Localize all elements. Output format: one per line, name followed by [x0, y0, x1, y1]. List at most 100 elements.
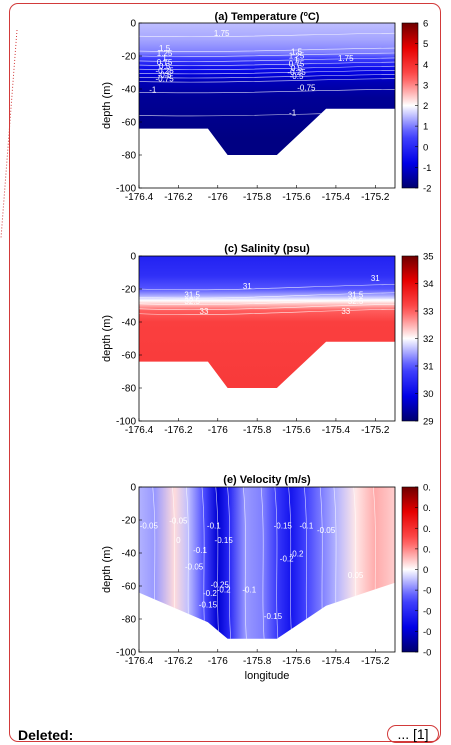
contour-label: 0.75 [289, 60, 305, 69]
contour-line [139, 304, 395, 310]
contour-label: -0.2 [217, 586, 231, 595]
contour-line [139, 89, 395, 94]
colorbar-tick-label: 3 [423, 80, 428, 91]
contour-label: -0.25 [155, 66, 174, 75]
colorbar-tick-label: 32 [423, 334, 434, 345]
contour-label: -0.2 [280, 554, 294, 563]
contour-label: -0.1 [193, 546, 207, 555]
x-tick-label: -176.4 [125, 425, 154, 436]
contour-label: 0.75 [157, 58, 173, 67]
contour-label: 32.5 [184, 297, 200, 306]
contour-line [139, 284, 395, 291]
colorbar-tick-label: -2 [423, 184, 431, 195]
x-tick-label: -175.8 [243, 656, 272, 667]
chart-panel-0: 1.751.51.2510.750.5-0.25-0.5-0.75-11.51.… [101, 11, 431, 203]
contour-label: -0.05 [185, 563, 204, 572]
y-tick-label: -60 [122, 351, 137, 362]
contour-line [139, 52, 395, 57]
contour-line [274, 487, 280, 639]
contour-line [139, 308, 395, 315]
contour-label: 1.75 [338, 54, 354, 63]
x-tick-label: -175.6 [282, 192, 311, 203]
x-tick-label: -176.2 [164, 656, 193, 667]
contour-label: -0.1 [242, 586, 256, 595]
y-tick-label: -80 [122, 615, 137, 626]
y-tick-label: -40 [122, 318, 137, 329]
x-tick-label: -176 [208, 192, 228, 203]
y-tick-label: -100 [116, 648, 136, 659]
colorbar-tick-label: -0 [423, 648, 431, 659]
y-axis-label: depth (m) [101, 82, 113, 129]
contour-label: -0.05 [169, 516, 188, 525]
colorbar-tick-label: 30 [423, 389, 434, 400]
chart-title: (c) Salinity (psu) [224, 243, 310, 255]
x-tick-label: -176.4 [125, 656, 154, 667]
contour-label: -1 [289, 108, 297, 117]
contour-label: -0.1 [299, 521, 313, 530]
x-tick-label: -175.2 [361, 656, 390, 667]
deleted-label: Deleted: [18, 727, 74, 743]
contour-line [260, 487, 266, 639]
colorbar-tick-label: 0 [423, 565, 428, 576]
contour-label: 1.25 [157, 49, 173, 58]
axes-box [138, 255, 396, 422]
contour-line [139, 292, 395, 299]
x-tick-label: -175.4 [322, 656, 351, 667]
contour-label: -0.05 [317, 526, 336, 535]
colorbar-tick-label: 0 [423, 142, 428, 153]
x-tick-label: -176.2 [164, 425, 193, 436]
contour-line [227, 487, 232, 639]
y-tick-label: -20 [122, 285, 137, 296]
axes-box [138, 22, 396, 189]
contour-label: -0.5 [290, 72, 304, 81]
comment-frame [9, 3, 441, 742]
colorbar-tick-label: 2 [423, 101, 428, 112]
colorbar-tick-label: -0 [423, 586, 431, 597]
contour-label: 1.25 [289, 51, 305, 60]
colorbar-tick-label: 1 [423, 122, 428, 133]
contour-label: 31.5 [348, 290, 364, 299]
colorbar-tick-label: 34 [423, 279, 434, 290]
x-tick-label: -175.4 [322, 425, 351, 436]
x-tick-label: -175.2 [361, 192, 390, 203]
contour-line [139, 74, 395, 79]
y-tick-label: -20 [122, 516, 137, 527]
chart-title: (e) Velocity (m/s) [223, 474, 311, 486]
y-tick-label: -20 [122, 52, 137, 63]
colorbar-tick-label: -0 [423, 606, 431, 617]
contour-label: -0.05 [140, 521, 159, 530]
x-tick-label: -176.2 [164, 192, 193, 203]
y-axis-label: depth (m) [101, 315, 113, 362]
contour-line [139, 47, 395, 52]
y-axis-label: depth (m) [101, 546, 113, 593]
y-tick-label: -80 [122, 151, 137, 162]
contour-label: 33 [341, 307, 350, 316]
contour-label: 32.5 [348, 297, 364, 306]
contour-label: -0.15 [264, 612, 283, 621]
y-tick-label: -40 [122, 85, 137, 96]
contour-label: -0.15 [215, 536, 234, 545]
y-tick-label: -80 [122, 384, 137, 395]
contour-label: -0.15 [274, 521, 293, 530]
colorbar-tick-label: 4 [423, 60, 428, 71]
y-tick-label: -100 [116, 417, 136, 428]
contour-label: 0.05 [348, 571, 364, 580]
contour-label: 0.5 [159, 62, 171, 71]
contour-label: -0.15 [199, 600, 218, 609]
contour-label: -0.2 [203, 589, 217, 598]
colorbar-tick-label: 31 [423, 362, 434, 373]
x-tick-label: -175.6 [282, 656, 311, 667]
colorbar-tick-label: 6 [423, 19, 428, 30]
chart-panel-2: -0.05-0.050-0.1-0.05-0.1-0.15-0.2-0.25-0… [101, 474, 431, 682]
contour-label: 0.5 [291, 64, 303, 73]
contour-label: -0.5 [158, 70, 172, 79]
contour-label: -0.2 [290, 549, 304, 558]
contour-label: -0.25 [287, 68, 306, 77]
contour-line [139, 61, 395, 66]
x-tick-label: -175.8 [243, 425, 272, 436]
contour-line [139, 299, 395, 305]
colorbar-tick-label: 0. [423, 503, 431, 514]
contour-label: -0.75 [155, 75, 174, 84]
x-tick-label: -176.4 [125, 192, 154, 203]
reference-button[interactable]: ... [1] [387, 725, 439, 743]
